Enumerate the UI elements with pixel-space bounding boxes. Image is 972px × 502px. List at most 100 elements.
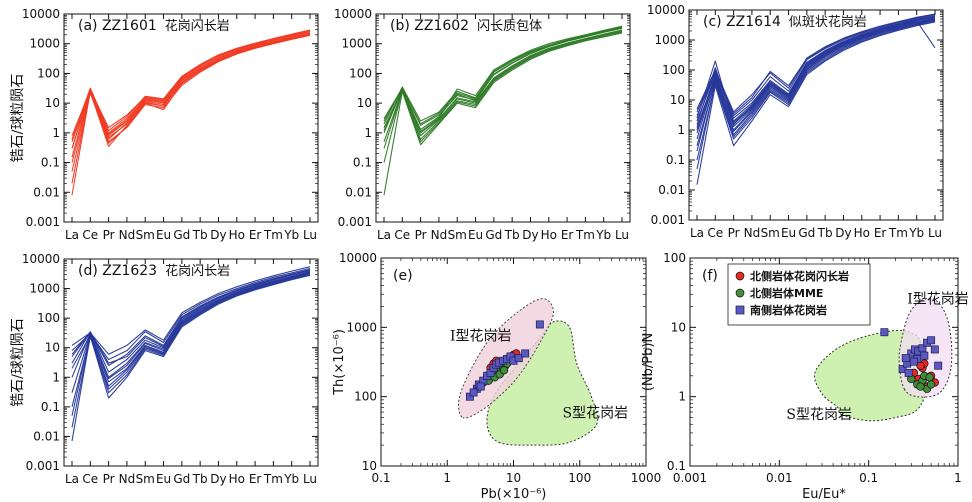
chart-a-lines — [71, 29, 311, 196]
legend-text-north-granodiorite: 北侧岩体花岗闪长岩 — [750, 269, 849, 283]
chart-f-point-1-4 — [926, 380, 936, 389]
chart-d-xtick-label-Lu: Lu — [303, 472, 317, 486]
chart-e-ytick-label-0: 10 — [362, 459, 377, 473]
chart-a-ytick-label-3: 1 — [52, 126, 60, 140]
chart-c-ytick-label-0: 0.001 — [651, 213, 685, 227]
chart-b-series-line-8 — [383, 26, 623, 125]
chart-b-xtick-label-Yb: Yb — [595, 228, 611, 242]
chart-d-xtick-label-Tm: Tm — [263, 472, 283, 486]
chart-e-point-2-13 — [514, 354, 523, 363]
chart-e-panel-label: (e) — [393, 268, 413, 284]
chart-f-region-label-i: I型花岗岩 — [907, 292, 969, 308]
chart-b-xtick-label-Lu: Lu — [615, 228, 629, 242]
chart-d-ytick-label-1: 0.01 — [33, 429, 60, 443]
chart-d-xtick-label-Yb: Yb — [283, 472, 299, 486]
chart-d-series-line-8 — [71, 266, 311, 355]
chart-c-series-line-11 — [696, 19, 936, 146]
chart-f-point-1-7 — [916, 382, 925, 391]
chart-f-point-2-7 — [927, 336, 936, 345]
chart-c-xtick-label-Dy: Dy — [835, 226, 851, 240]
chart-f-point-2-10 — [930, 345, 939, 354]
chart-a-series-line-10 — [71, 33, 311, 163]
chart-a-xtick-label-Gd: Gd — [173, 228, 190, 242]
chart-b-xtick-label-Er: Er — [561, 228, 574, 242]
chart-f-panel-label: (f) — [702, 268, 718, 284]
chart-f-point-2-11 — [934, 361, 943, 370]
chart-c-ytick-label-4: 10 — [670, 93, 685, 107]
chart-c-series-line-1 — [696, 21, 936, 185]
chart-a-panel-label: (a) ZZ1601 — [78, 18, 157, 34]
chart-b-ytick-label-3: 1 — [364, 126, 372, 140]
chart-f-xtick-label-2: 0.1 — [859, 471, 878, 485]
chart-d-ytick-label-0: 0.001 — [26, 459, 60, 473]
chart-a-sample-name: 花岗闪长岩 — [165, 18, 230, 34]
chart-f-ytick-label-0: 0.1 — [667, 459, 686, 473]
chart-a-xtick-label-Lu: Lu — [303, 228, 317, 242]
chart-b-xtick-label-Nd: Nd — [431, 228, 448, 242]
chart-f-ytick-label-1: 1 — [678, 390, 686, 404]
chart-b-series-line-4 — [383, 27, 623, 126]
chart-c-sample-name: 似斑状花岗岩 — [789, 14, 867, 30]
chart-c-xtick-label-La: La — [690, 226, 704, 240]
chart-a-xtick-label-Tb: Tb — [192, 228, 208, 242]
chart-d-xtick-label-Tb: Tb — [192, 472, 208, 486]
chart-b-ytick-label-5: 100 — [349, 66, 372, 80]
chart-a-xtick-label-La: La — [65, 228, 79, 242]
chart-a-xtick-label-Ce: Ce — [82, 228, 98, 242]
chart-c-xtick-label-Yb: Yb — [908, 226, 924, 240]
chart-c-ytick-label-3: 1 — [677, 123, 685, 137]
chart-d-series-line-9 — [71, 271, 311, 380]
chart-d-series-line-10 — [71, 272, 311, 408]
chart-c-series-line-15 — [696, 20, 936, 128]
chart-panel-e: 10 100 1000 10000 0.1 1 10 100 1000 (e) I型花岗岩 S型… — [332, 251, 661, 502]
chart-a-xtick-label-Sm: Sm — [136, 228, 155, 242]
chart-b-ytick-label-6: 1000 — [341, 37, 372, 51]
chart-d-ytick-label-4: 10 — [45, 341, 60, 355]
chart-e-point-2-17 — [476, 382, 485, 391]
chart-d-axes: 0.001 0.01 0.1 1 10 100 1000 10000 La Ce Pr Nd Sm Eu G… — [22, 252, 318, 486]
chart-d-frame — [63, 258, 319, 467]
chart-a-series-line-7 — [71, 31, 311, 142]
chart-c-ytick-label-1: 0.01 — [658, 183, 685, 197]
chart-d-xtick-label-Ce: Ce — [82, 472, 98, 486]
chart-panel-c: 0.001 0.01 0.1 1 10 100 1000 10000 La Ce Pr Nd Sm Eu G… — [647, 3, 944, 240]
chart-f-axes: 0.1 1 10 100 0.001 0.01 0.1 1 — [663, 251, 962, 485]
chart-panel-f: 0.1 1 10 100 0.001 0.01 0.1 1 (f) I型花岗岩 S型花岗岩 E… — [641, 251, 969, 502]
chart-d-ylabel: 锆石/球粒陨石 — [10, 318, 26, 407]
chart-a-ytick-label-7: 10000 — [22, 7, 60, 21]
chart-b-xtick-label-Tm: Tm — [575, 228, 595, 242]
chart-b-series-line-6 — [383, 27, 623, 131]
chart-c-series-line-10 — [696, 18, 936, 134]
chart-d-sample-name: 花岗闪长岩 — [165, 263, 230, 279]
chart-c-series-line-8 — [696, 13, 936, 113]
chart-f-ylabel: (Nb/Pb)N — [641, 333, 656, 391]
chart-d-lines — [71, 266, 311, 442]
chart-c-xtick-label-Lu: Lu — [928, 226, 942, 240]
chart-c-axes: 0.001 0.01 0.1 1 10 100 1000 10000 La Ce Pr Nd Sm Eu G… — [647, 3, 943, 240]
chart-d-panel-label: (d) ZZ1623 — [78, 263, 157, 279]
chart-d-xtick-label-Gd: Gd — [173, 472, 190, 486]
chart-e-region-label-i: I型花岗岩 — [450, 328, 512, 344]
chart-e-ytick-label-1: 100 — [354, 390, 377, 404]
chart-c-xtick-label-Gd: Gd — [798, 226, 815, 240]
chart-a-series-line-3 — [71, 32, 311, 172]
chart-b-xtick-label-Dy: Dy — [522, 228, 538, 242]
chart-b-xtick-label-Ho: Ho — [541, 228, 557, 242]
chart-d-xtick-label-Nd: Nd — [119, 472, 136, 486]
chart-c-ytick-label-5: 100 — [662, 63, 685, 77]
chart-d-ytick-label-5: 100 — [37, 311, 60, 325]
chart-a-ytick-label-4: 10 — [45, 96, 60, 110]
chart-e-ytick-label-2: 1000 — [346, 320, 377, 334]
chart-panel-b: 0.001 0.01 0.1 1 10 100 1000 10000 La Ce Pr Nd Sm Eu G… — [334, 7, 631, 242]
chart-f-point-1-6 — [925, 373, 934, 382]
chart-b-series-line-7 — [383, 30, 623, 142]
legend-marker-green-circle — [735, 288, 745, 298]
chart-a-xtick-label-Yb: Yb — [283, 228, 299, 242]
chart-b-ytick-label-7: 10000 — [334, 7, 372, 21]
chart-b-axes: 0.001 0.01 0.1 1 10 100 1000 10000 La Ce Pr Nd Sm Eu G… — [334, 7, 630, 242]
chart-a-xtick-label-Nd: Nd — [119, 228, 136, 242]
chart-c-xtick-label-Eu: Eu — [781, 226, 796, 240]
chart-e-point-2-16 — [469, 388, 478, 397]
chart-d-series-line-4 — [71, 271, 311, 378]
